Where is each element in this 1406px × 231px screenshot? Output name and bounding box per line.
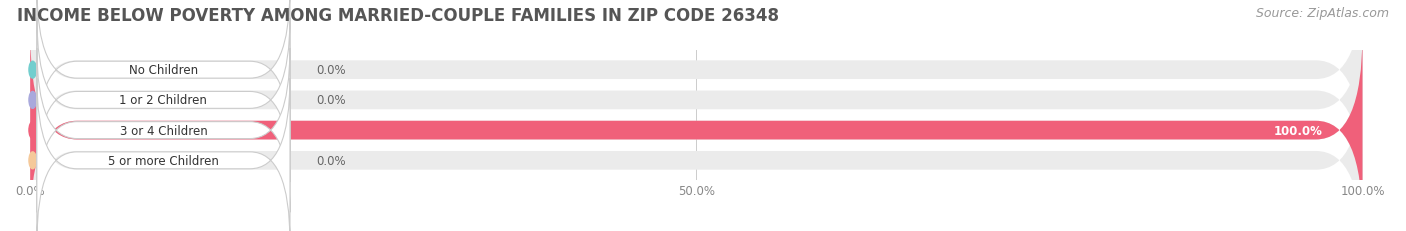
FancyBboxPatch shape [37, 19, 290, 182]
FancyBboxPatch shape [30, 0, 1362, 166]
FancyBboxPatch shape [37, 49, 290, 212]
Text: INCOME BELOW POVERTY AMONG MARRIED-COUPLE FAMILIES IN ZIP CODE 26348: INCOME BELOW POVERTY AMONG MARRIED-COUPL… [17, 7, 779, 25]
Text: No Children: No Children [129, 64, 198, 77]
FancyBboxPatch shape [30, 35, 1362, 227]
Text: 0.0%: 0.0% [316, 154, 346, 167]
Circle shape [30, 152, 37, 169]
Text: 3 or 4 Children: 3 or 4 Children [120, 124, 207, 137]
FancyBboxPatch shape [37, 79, 290, 231]
FancyBboxPatch shape [37, 0, 290, 152]
Circle shape [30, 92, 37, 109]
Circle shape [30, 62, 37, 79]
Text: Source: ZipAtlas.com: Source: ZipAtlas.com [1256, 7, 1389, 20]
FancyBboxPatch shape [30, 65, 1362, 231]
FancyBboxPatch shape [30, 35, 1362, 227]
Text: 0.0%: 0.0% [316, 64, 346, 77]
Text: 5 or more Children: 5 or more Children [108, 154, 219, 167]
Text: 0.0%: 0.0% [316, 94, 346, 107]
Text: 1 or 2 Children: 1 or 2 Children [120, 94, 207, 107]
FancyBboxPatch shape [30, 4, 1362, 196]
Text: 100.0%: 100.0% [1274, 124, 1323, 137]
Circle shape [30, 122, 37, 139]
